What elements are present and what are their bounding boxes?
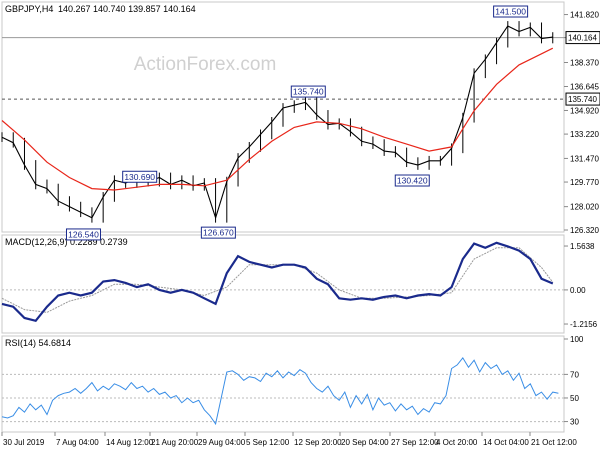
price-annotation-label: 130.690 <box>124 172 155 182</box>
chart-symbol: GBPJPY,H4 <box>5 4 53 14</box>
price-annotation-box <box>65 228 101 241</box>
x-tick-label: 14 Oct 04:00 <box>483 438 529 447</box>
x-tick-label: 21 Aug 20:00 <box>151 438 199 447</box>
x-tick-label: 21 Oct 12:00 <box>531 438 577 447</box>
watermark: ActionForex.com <box>134 54 277 75</box>
price-annotation-label: 126.540 <box>68 229 99 239</box>
price-level-box <box>565 92 600 106</box>
price-annotation-box <box>290 85 326 98</box>
price-ytick-label: 133.220 <box>570 130 599 139</box>
price-ytick-label: 141.820 <box>570 11 599 20</box>
price-ytick-label: 136.645 <box>570 82 599 91</box>
rsi-ytick-label: 50 <box>570 394 579 403</box>
price-level-box <box>565 31 600 45</box>
price-level-label: 140.164 <box>568 34 597 43</box>
x-tick-label: 7 Aug 04:00 <box>56 438 99 447</box>
x-tick-label: 30 Jul 2019 <box>3 438 45 447</box>
header: GBPJPY,H4 140.267 140.740 139.857 140.16… <box>5 4 196 14</box>
x-tick-label: 27 Sep 12:00 <box>391 438 439 447</box>
chart-ohlc: 140.267 140.740 139.857 140.164 <box>58 4 196 14</box>
price-ytick-label: 131.470 <box>570 154 599 163</box>
rsi-ytick-label: 30 <box>570 418 579 427</box>
macd-signal-line <box>1 247 554 313</box>
price-ytick-label: 128.020 <box>570 203 599 212</box>
price-annotation-label: 126.670 <box>203 228 234 238</box>
price-ytick-label: 134.920 <box>570 106 599 115</box>
price-annotation-box <box>493 5 529 18</box>
x-tick-label: 4 Oct 20:00 <box>436 438 478 447</box>
price-panel-frame <box>1 1 565 233</box>
price-annotation-label: 141.500 <box>495 7 526 17</box>
price-level-label: 135.740 <box>568 95 597 104</box>
rsi-ytick-label: 70 <box>570 370 579 379</box>
price-close-line <box>1 25 553 220</box>
price-annotation-label: 130.420 <box>397 176 428 186</box>
macd-ytick-label: 1.5638 <box>570 242 595 251</box>
moving-average-line <box>1 47 554 191</box>
price-ytick-label: 138.370 <box>570 59 599 68</box>
rsi-panel-frame <box>1 335 565 433</box>
price-ytick-label: 129.770 <box>570 178 599 187</box>
macd-line <box>1 241 554 323</box>
macd-title: MACD(12,26,9) 0.2289 0.2739 <box>5 237 128 247</box>
price-annotation-label: 135.740 <box>293 87 324 97</box>
rsi-ytick-label: 100 <box>570 335 584 344</box>
rsi-line <box>1 357 559 426</box>
price-ytick-label: 126.320 <box>570 226 599 235</box>
macd-series <box>1 241 564 323</box>
price-annotation-box <box>122 170 158 183</box>
x-tick-label: 20 Sep 04:00 <box>341 438 389 447</box>
x-tick-label: 14 Aug 12:00 <box>106 438 154 447</box>
x-tick-label: 29 Aug 04:00 <box>198 438 246 447</box>
x-tick-label: 12 Sep 20:00 <box>294 438 342 447</box>
macd-panel-frame <box>1 234 565 334</box>
price-series: 126.540 130.690 126.670 135.740 130.420 141.5… <box>1 5 564 241</box>
macd-ytick-label: 0.00 <box>570 286 586 295</box>
x-tick-label: 5 Sep 12:00 <box>246 438 290 447</box>
price-annotation-box <box>200 226 236 239</box>
price-annotation-box <box>394 174 430 187</box>
rsi-title: RSI(14) 54.6814 <box>5 338 71 348</box>
macd-ytick-label: -1.2156 <box>570 320 598 329</box>
rsi-series <box>1 357 564 426</box>
axes: 141.820 138.370 136.645 134.920 133.220 131.4… <box>1 11 600 447</box>
